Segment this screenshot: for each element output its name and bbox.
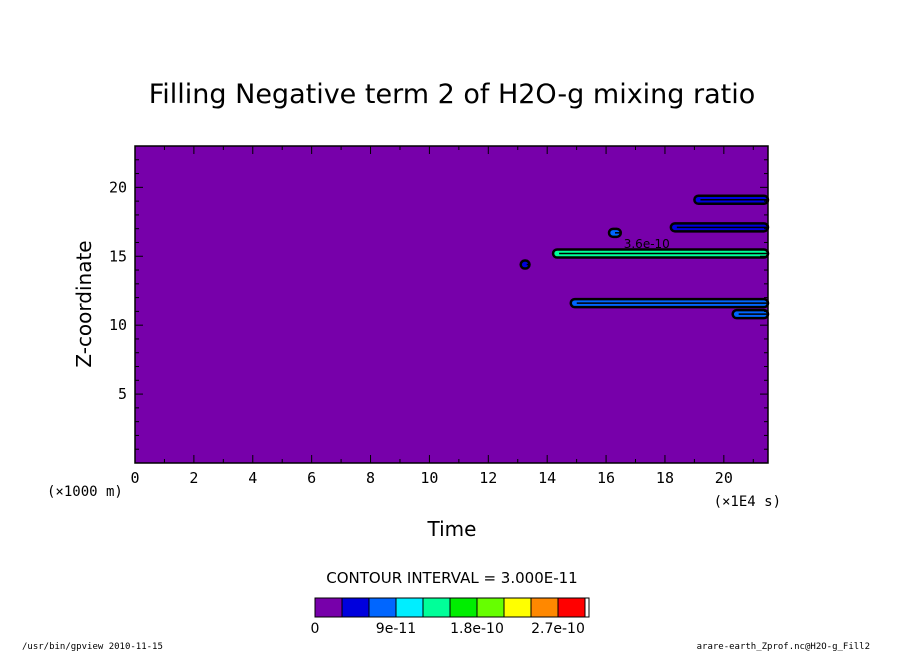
colorbar-tick-label: 0 xyxy=(311,621,320,637)
x-tick-label: 8 xyxy=(366,469,375,487)
x-axis-unit: (×1E4 s) xyxy=(714,494,781,510)
y-axis-label: Z-coordinate xyxy=(72,240,96,367)
colorbar-swatch xyxy=(476,597,505,618)
colorbar-tick-label: 2.7e-10 xyxy=(531,621,585,637)
x-tick-label: 0 xyxy=(130,469,139,487)
y-axis-unit: (×1000 m) xyxy=(47,484,123,500)
chart-title: Filling Negative term 2 of H2O-g mixing … xyxy=(149,79,756,110)
footer-left: /usr/bin/gpview 2010-11-15 xyxy=(22,642,163,652)
plot-frame xyxy=(134,145,769,464)
colorbar-swatch xyxy=(530,597,559,618)
colorbar-swatch xyxy=(341,597,370,618)
colorbar: 0 9e-11 1.8e-10 2.7e-10 xyxy=(311,597,590,637)
y-tick-label: 20 xyxy=(109,178,127,196)
x-axis: 0 2 4 6 8 10 12 14 16 18 20 xyxy=(130,146,754,487)
y-tick-label: 15 xyxy=(109,247,127,265)
x-tick-label: 16 xyxy=(597,469,615,487)
plot-area: 3.6e-10 xyxy=(134,145,770,464)
x-tick-label: 10 xyxy=(420,469,438,487)
x-axis-label: Time xyxy=(427,517,477,541)
contour-inline-label: 3.6e-10 xyxy=(624,237,670,251)
colorbar-swatch xyxy=(368,597,397,618)
colorbar-swatch xyxy=(503,597,532,618)
colorbar-overflow-swatch xyxy=(584,597,590,618)
colorbar-tick-label: 9e-11 xyxy=(376,621,416,637)
y-axis: 5 10 15 20 xyxy=(109,159,768,450)
x-tick-label: 14 xyxy=(538,469,556,487)
colorbar-swatch xyxy=(314,597,343,618)
colorbar-tick-label: 1.8e-10 xyxy=(450,621,504,637)
colorbar-swatch xyxy=(422,597,451,618)
x-tick-label: 6 xyxy=(307,469,316,487)
x-tick-label: 2 xyxy=(189,469,198,487)
footer-right: arare-earth_Zprof.nc@H2O-g_Fill2 xyxy=(696,642,870,652)
colorbar-swatch xyxy=(557,597,586,618)
colorbar-swatch xyxy=(395,597,424,618)
contour-interval-label: CONTOUR INTERVAL = 3.000E-11 xyxy=(326,569,577,587)
x-tick-label: 18 xyxy=(656,469,674,487)
y-tick-label: 5 xyxy=(118,385,127,403)
colorbar-swatch xyxy=(449,597,478,618)
x-tick-label: 4 xyxy=(248,469,257,487)
x-tick-label: 20 xyxy=(715,469,733,487)
x-tick-label: 12 xyxy=(479,469,497,487)
y-tick-label: 10 xyxy=(109,316,127,334)
